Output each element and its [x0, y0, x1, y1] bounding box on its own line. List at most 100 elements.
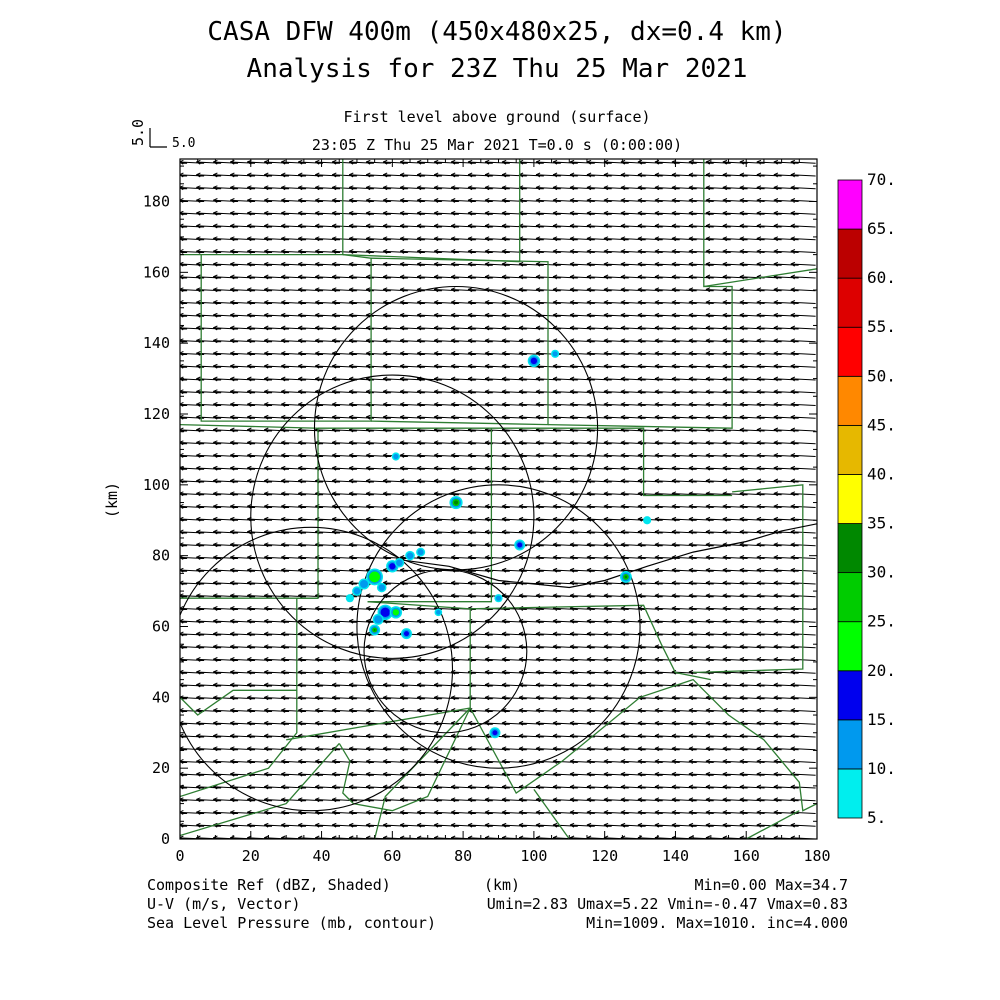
- echo-middle: [378, 584, 386, 591]
- echo-middle: [360, 580, 369, 588]
- plot-area: [179, 158, 818, 840]
- title-line-2: Analysis for 23Z Thu 25 Mar 2021: [247, 54, 748, 84]
- colorbar-label: 10.: [867, 759, 896, 778]
- footer-field2-stats: Umin=2.83 Umax=5.22 Vmin=-0.47 Vmax=0.83: [487, 895, 848, 913]
- echo-outer: [345, 594, 354, 603]
- x-axis: 0 20 40 60 80 100 120 140 160 180: [175, 159, 831, 865]
- colorbar-label: 40.: [867, 464, 896, 483]
- echo-core: [392, 609, 400, 616]
- reference-vector: 5.0 5.0: [129, 119, 195, 151]
- boundary-line: [180, 423, 319, 599]
- boundary-line: [286, 601, 471, 741]
- x-axis-unit: (km): [484, 876, 520, 894]
- footer-field3-stats: Min=1009. Max=1010. inc=4.000: [586, 914, 848, 932]
- echo-outer: [643, 516, 652, 525]
- echo-core: [492, 730, 498, 736]
- x-tick-label: 120: [591, 847, 618, 865]
- y-tick-label: 60: [152, 618, 170, 636]
- radar-ring: [313, 285, 599, 571]
- echo-core: [380, 607, 390, 618]
- colorbar-label: 60.: [867, 268, 896, 287]
- y-tick-label: 180: [143, 193, 170, 211]
- y-axis: 0 20 40 60 80 100 120 140 160 180: [143, 165, 817, 848]
- colorbar-label: 65.: [867, 219, 896, 238]
- echo-middle: [406, 552, 414, 559]
- echo-middle: [393, 453, 399, 460]
- colorbar-swatch: [837, 621, 863, 672]
- boundary-line: [745, 810, 800, 839]
- echo-peak: [453, 500, 459, 505]
- echo-middle: [353, 587, 361, 595]
- boundary-line: [180, 689, 297, 716]
- x-tick-label: 40: [313, 847, 331, 865]
- colorbar: 5. 10. 15. 20. 25. 30. 35. 40. 45. 50. 55. 60. 65. 70…: [837, 170, 896, 827]
- echo-core: [403, 631, 409, 637]
- colorbar-label: 70.: [867, 170, 896, 189]
- subtitle-level: First level above ground (surface): [343, 108, 650, 126]
- echo-peak: [373, 629, 376, 632]
- echo-peak: [624, 575, 628, 579]
- x-tick-label: 80: [454, 847, 472, 865]
- county-boundaries: [180, 159, 817, 839]
- radar-ring: [180, 526, 454, 812]
- colorbar-label: 30.: [867, 563, 896, 582]
- echo-middle: [417, 549, 424, 556]
- colorbar-swatch: [837, 572, 863, 623]
- y-tick-label: 120: [143, 405, 170, 423]
- y-tick-label: 100: [143, 476, 170, 494]
- colorbar-label: 50.: [867, 366, 896, 385]
- echo-middle: [552, 351, 558, 357]
- boundary-line: [180, 742, 340, 837]
- y-tick-label: 160: [143, 263, 170, 281]
- colorbar-label: 35.: [867, 514, 896, 533]
- footer-field1-stats: Min=0.00 Max=34.7: [694, 876, 848, 894]
- boundary-line: [180, 597, 318, 798]
- colorbar-swatch: [837, 375, 863, 426]
- colorbar-swatch: [837, 179, 863, 230]
- x-tick-label: 60: [383, 847, 401, 865]
- y-tick-label: 20: [152, 759, 170, 777]
- y-axis-label: (km): [103, 482, 121, 518]
- footer-field1-name: Composite Ref (dBZ, Shaded): [147, 876, 391, 894]
- title-line-1: CASA DFW 400m (450x480x25, dx=0.4 km): [207, 17, 786, 47]
- radar-ring: [363, 569, 528, 734]
- boundary-line: [371, 257, 549, 426]
- boundary-line: [318, 427, 733, 497]
- footer-field2-name: U-V (m/s, Vector): [147, 895, 301, 913]
- y-tick-label: 40: [152, 688, 170, 706]
- reference-vector-horizontal-label: 5.0: [172, 136, 195, 151]
- echo-middle: [436, 610, 441, 615]
- colorbar-label: 45.: [867, 415, 896, 434]
- colorbar-label: 20.: [867, 661, 896, 680]
- y-tick-label: 0: [161, 830, 170, 848]
- radar-range-rings: [180, 285, 641, 812]
- colorbar-swatch: [837, 768, 863, 819]
- colorbar-swatch: [837, 523, 863, 574]
- x-tick-label: 180: [803, 847, 830, 865]
- boundary-line: [533, 789, 570, 839]
- x-tick-label: 140: [662, 847, 689, 865]
- x-tick-label: 160: [733, 847, 760, 865]
- colorbar-label: 25.: [867, 612, 896, 631]
- echo-middle: [396, 559, 403, 567]
- colorbar-swatch: [837, 424, 863, 475]
- colorbar-swatch: [837, 326, 863, 377]
- boundary-line: [373, 707, 471, 839]
- boundary-line: [367, 428, 493, 603]
- colorbar-label: 15.: [867, 710, 896, 729]
- echo-middle: [374, 615, 383, 624]
- boundary-line: [469, 678, 817, 812]
- colorbar-swatch: [837, 474, 863, 524]
- colorbar-swatch: [837, 719, 863, 770]
- radar-ring: [250, 374, 535, 659]
- colorbar-label: 5.: [867, 808, 886, 827]
- colorbar-swatch: [837, 670, 863, 721]
- y-tick-label: 80: [152, 547, 170, 565]
- colorbar-swatch: [837, 277, 863, 328]
- echo-core: [517, 542, 523, 548]
- boundary-line: [547, 285, 733, 429]
- reference-vector-vertical-label: 5.0: [129, 119, 147, 146]
- echo-middle: [495, 595, 502, 601]
- echo-core: [389, 563, 396, 570]
